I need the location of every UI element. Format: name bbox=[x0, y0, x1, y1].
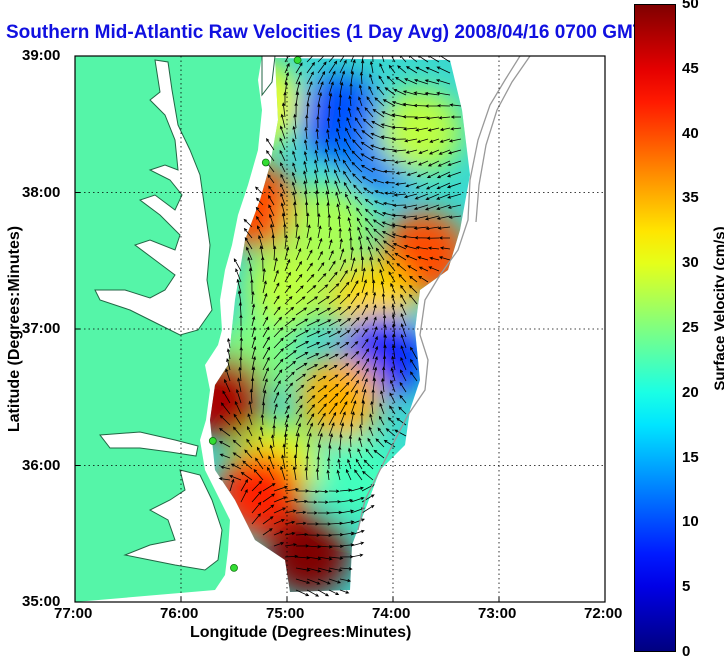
colorbar-tick-label: 10 bbox=[682, 513, 699, 530]
x-tick-label: 76:00 bbox=[160, 605, 198, 622]
colorbar-tick-label: 15 bbox=[682, 449, 699, 466]
radar-site-marker bbox=[209, 437, 216, 444]
colorbar-label: Surface Velocity (cm/s) bbox=[712, 184, 724, 434]
y-tick-label: 39:00 bbox=[22, 47, 60, 64]
colorbar-tick-label: 0 bbox=[682, 643, 690, 660]
colorbar-tick-label: 5 bbox=[682, 578, 690, 595]
x-axis-label: Longitude (Degrees:Minutes) bbox=[190, 624, 411, 642]
y-axis-label: Latitude (Degrees:Minutes) bbox=[6, 204, 24, 454]
x-tick-label: 75:00 bbox=[266, 605, 304, 622]
x-tick-label: 73:00 bbox=[478, 605, 516, 622]
y-tick-label: 37:00 bbox=[22, 320, 60, 337]
radar-site-marker bbox=[231, 564, 238, 571]
colorbar-tick-label: 25 bbox=[682, 319, 699, 336]
colorbar bbox=[634, 4, 676, 652]
radar-site-marker bbox=[262, 159, 269, 166]
y-tick-label: 36:00 bbox=[22, 457, 60, 474]
x-tick-label: 72:00 bbox=[584, 605, 622, 622]
y-tick-label: 35:00 bbox=[22, 593, 60, 610]
radar-site-marker bbox=[294, 57, 301, 64]
colorbar-tick-label: 45 bbox=[682, 60, 699, 77]
colorbar-tick-label: 35 bbox=[682, 189, 699, 206]
colorbar-tick-label: 30 bbox=[682, 254, 699, 271]
colorbar-tick-label: 40 bbox=[682, 125, 699, 142]
colorbar-tick-label: 50 bbox=[682, 0, 699, 12]
colorbar-tick-label: 20 bbox=[682, 384, 699, 401]
x-tick-label: 74:00 bbox=[372, 605, 410, 622]
y-tick-label: 38:00 bbox=[22, 184, 60, 201]
